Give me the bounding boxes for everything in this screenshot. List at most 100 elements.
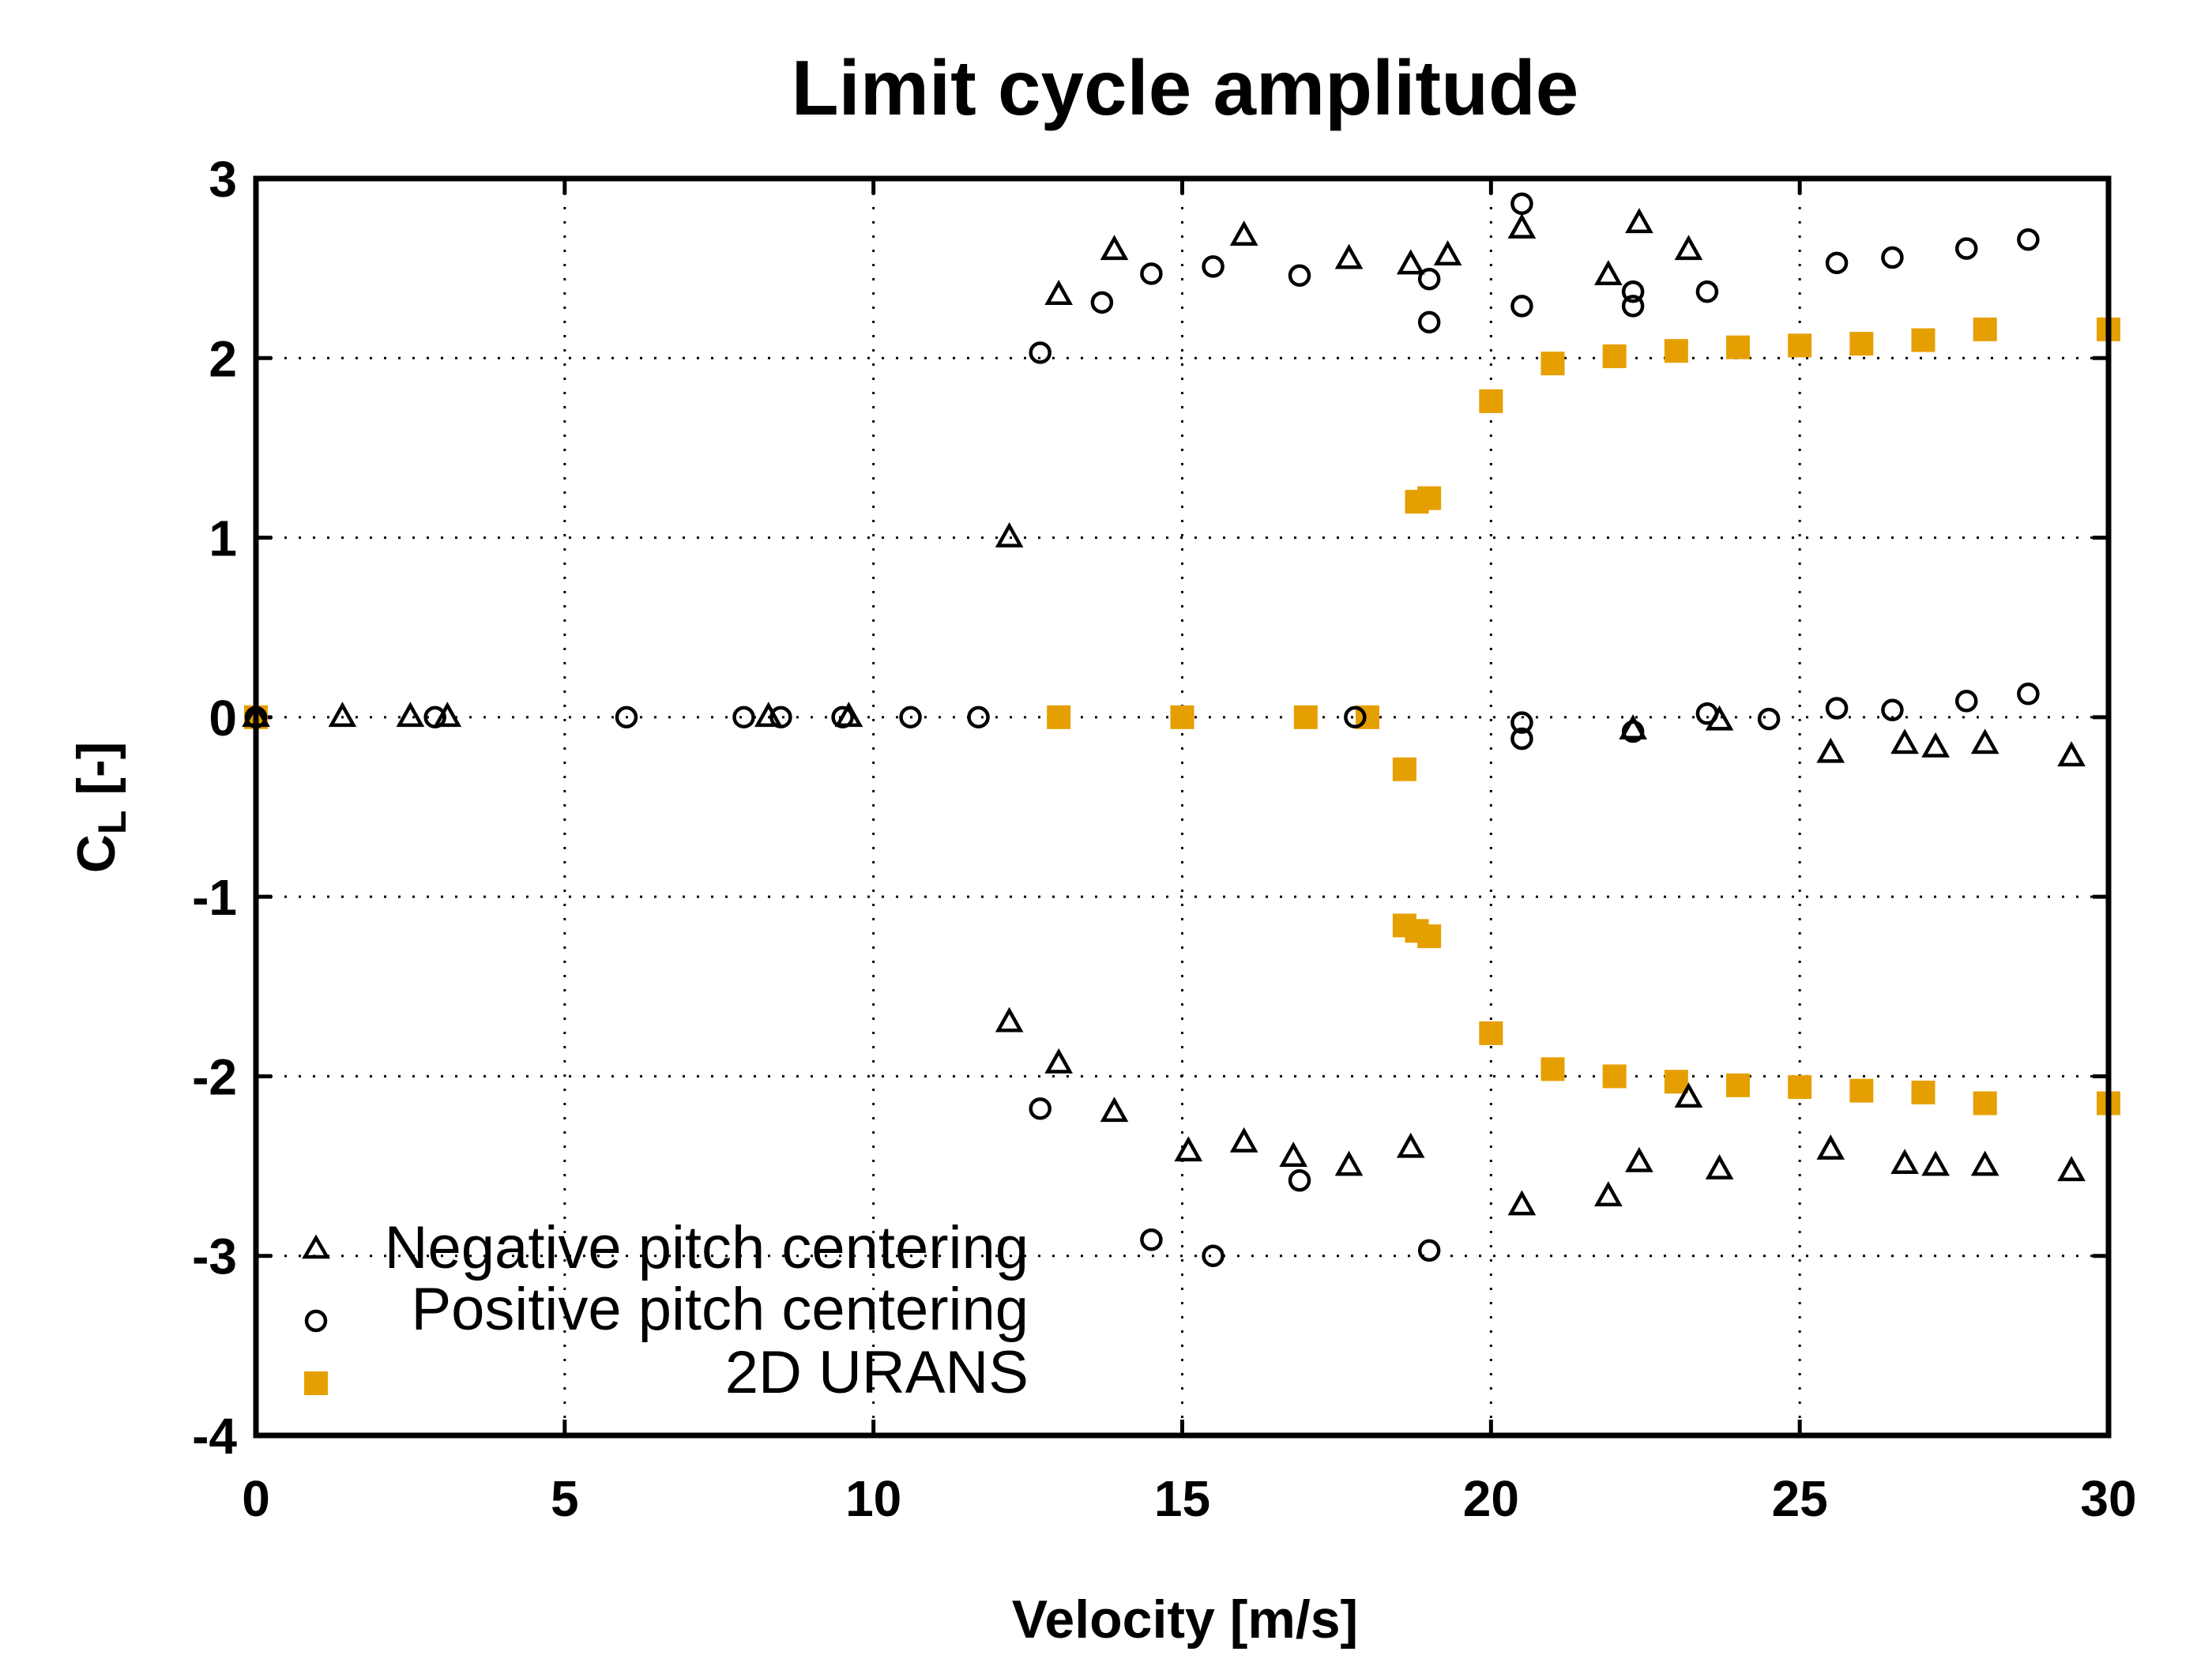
legend: Negative pitch centering Positive pitch … [302,1214,1029,1406]
negative-pitch-triangle-marker [1229,1127,1258,1153]
negative-pitch-triangle-marker [1334,1150,1364,1176]
legend-entry-positive: Positive pitch centering [304,1276,1029,1343]
negative-pitch-triangle-marker [995,1006,1024,1033]
urans-square-marker [1726,335,1750,359]
urans-square-marker [1788,1075,1812,1100]
y-tick-label: -1 [192,869,237,926]
urans-square-marker [1479,389,1503,413]
negative-pitch-triangle-marker [1100,235,1129,261]
negative-pitch-triangle-marker [1044,280,1074,305]
positive-pitch-circle-marker [769,705,792,729]
positive-pitch-circle-marker [732,705,755,729]
urans-square-marker [1911,328,1936,352]
y-tick-label: 3 [209,151,237,208]
x-tick-label: 5 [551,1470,579,1527]
positive-pitch-circle-marker [1417,1239,1441,1262]
urans-square-marker [1047,705,1071,729]
x-tick-label: 15 [1154,1470,1210,1527]
negative-pitch-triangle-marker [1970,728,1999,754]
legend-entry-urans: 2D URANS [304,1339,1029,1406]
urans-square-marker [1788,333,1812,358]
positive-pitch-circle-marker [1288,1169,1311,1192]
urans-square-marker [1540,352,1565,376]
legend-label-urans: 2D URANS [725,1339,1029,1406]
positive-pitch-circle-marker [1825,251,1849,275]
y-tick-label: 2 [209,330,237,387]
positive-pitch-circle-marker [1344,705,1367,729]
x-tick-label: 0 [242,1470,270,1527]
legend-circle-icon [304,1309,328,1333]
urans-square-marker [1849,1078,1874,1103]
negative-pitch-triangle-marker [1619,714,1647,740]
positive-pitch-circle-marker [1695,702,1719,725]
urans-square-marker [1417,924,1442,949]
positive-pitch-circle-marker [1621,295,1645,318]
y-tick-label: -4 [192,1408,237,1465]
negative-pitch-triangle-marker [1970,1150,1999,1176]
urans-square-marker [1293,705,1318,729]
positive-pitch-circle-marker [899,705,922,729]
x-tick-label: 20 [1463,1470,1519,1527]
negative-pitch-triangle-marker [1174,1136,1203,1162]
x-tick-label: 10 [845,1470,901,1527]
urans-square-marker [1664,1070,1688,1094]
legend-entry-negative: Negative pitch centering [302,1214,1029,1281]
positive-pitch-circle-marker [1621,720,1645,743]
urans-square-marker [1973,317,1997,341]
negative-pitch-triangle-marker [2057,1156,2086,1182]
negative-pitch-triangle-marker [1674,1082,1703,1108]
positive-pitch-circle-marker [1621,280,1645,303]
positive-pitch-circle-marker [2017,228,2040,251]
negative-pitch-triangle-marker [1625,1146,1653,1172]
positive-pitch-circle-marker [1881,698,1904,722]
positive-pitch-circle-marker [1417,310,1441,334]
urans-square-marker [1540,1057,1565,1082]
y-axis-label-subscript: L [90,811,134,835]
legend-label-negative: Negative pitch centering [385,1214,1029,1281]
positive-pitch-circle-marker [1029,341,1051,364]
negative-pitch-triangle-marker [1705,1154,1734,1179]
negative-pitch-triangle-marker [1816,1134,1845,1160]
positive-pitch-circle-marker [831,705,854,729]
x-tick-label: 30 [2080,1470,2136,1527]
negative-pitch-triangle-marker [1334,243,1364,269]
chart-title: Limit cycle amplitude [792,44,1579,131]
negative-pitch-triangle-marker [1625,208,1653,234]
positive-pitch-circle-marker [1881,246,1904,269]
urans-square-marker [1726,1073,1750,1097]
y-tick-label: 1 [209,510,237,567]
y-tick-label: -2 [192,1048,237,1105]
y-axis-label-suffix: [-] [66,742,126,811]
negative-pitch-triangle-marker [1100,1097,1129,1123]
positive-pitch-circle-marker [1090,291,1114,314]
negative-pitch-triangle-marker [754,702,783,728]
positive-pitch-circle-marker [1757,707,1781,731]
positive-pitch-circle-marker [1510,192,1533,216]
legend-label-positive: Positive pitch centering [411,1276,1029,1343]
urans-square-marker [1392,757,1416,781]
positive-pitch-circle-marker [967,705,990,729]
y-axis-label: CL [-] [66,742,134,873]
y-axis-label-main: C [66,834,126,873]
y-tick-label: -3 [192,1228,237,1285]
plot-frame [253,175,2112,1439]
negative-pitch-triangle-marker [1921,1150,1950,1176]
negative-pitch-triangle-marker [1396,249,1425,275]
positive-pitch-circle-marker [1510,711,1533,734]
positive-pitch-circle-marker [2017,683,2040,705]
positive-pitch-circle-marker [615,705,638,729]
y-tick-label: 0 [209,690,237,747]
negative-pitch-triangle-marker [1229,220,1258,246]
urans-square-marker [1479,1021,1503,1045]
negative-pitch-triangle-marker [1816,737,1845,763]
positive-pitch-circle-marker [1954,690,1978,713]
negative-pitch-triangle-marker [1674,235,1703,261]
negative-pitch-triangle-marker [995,521,1024,547]
negative-pitch-triangle-marker [1594,1181,1623,1206]
x-tick-labels: 0 5 10 15 20 25 30 [242,1470,2136,1527]
positive-pitch-circle-marker [1029,1097,1051,1120]
positive-pitch-circle-marker [1288,264,1311,287]
positive-pitch-circle-marker [1140,1228,1163,1251]
positive-pitch-circle-marker [1954,237,1978,260]
negative-pitch-triangle-marker [1044,1048,1074,1074]
